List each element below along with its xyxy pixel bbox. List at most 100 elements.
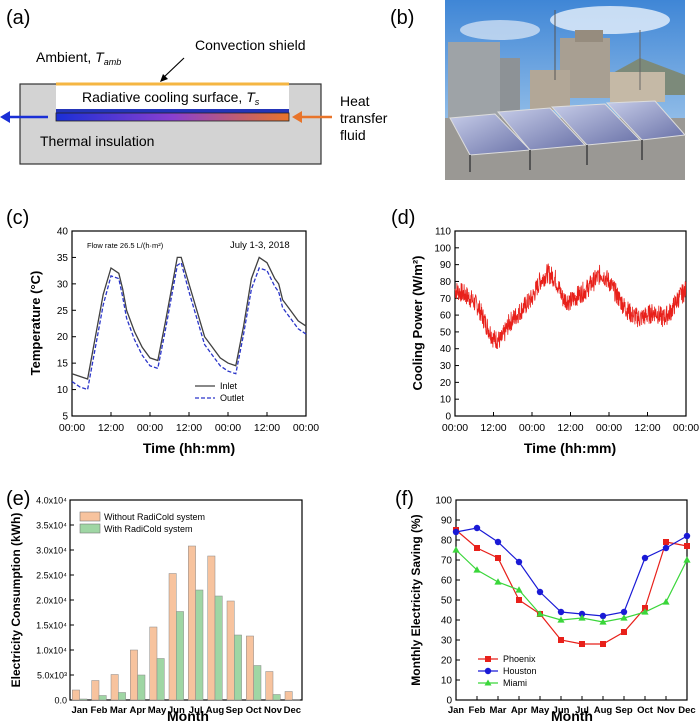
ambient-label: Ambient, Tamb — [36, 49, 121, 67]
legend-label-outlet: Outlet — [220, 393, 245, 403]
x-ticks-d: 00:00 12:00 00:00 12:00 00:00 12:00 00:00 — [442, 412, 699, 434]
y-tick-label: 2.0x10⁴ — [36, 596, 67, 606]
point-miami — [473, 566, 481, 573]
series-line-cooling-power — [454, 263, 687, 350]
x-tick-label: Jul — [575, 705, 589, 716]
y-tick-label: 0 — [445, 412, 451, 423]
x-tick-label: Apr — [129, 705, 146, 716]
bar-with-jul — [195, 589, 204, 701]
panel-label-d: (d) — [391, 207, 415, 229]
x-axis-label-d: Time (hh:mm) — [524, 440, 616, 456]
y-tick-label: 15 — [57, 359, 69, 370]
y-ticks-f: 0 10 20 30 40 50 60 70 80 90 100 — [435, 496, 460, 707]
bar-without-jul — [188, 545, 196, 701]
y-tick-label: 40 — [441, 616, 453, 627]
point-miami — [578, 614, 586, 621]
y-axis-label-f: Monthly Electricity Saving (%) — [409, 514, 423, 685]
bar-with-feb — [98, 695, 107, 701]
point-miami — [515, 586, 523, 593]
point-miami — [641, 608, 649, 615]
bar-with-dec — [292, 699, 300, 701]
bar-without-apr — [130, 649, 138, 701]
bar-with-apr — [137, 674, 146, 701]
panel-label-f: (f) — [395, 488, 414, 510]
x-tick-label: Oct — [637, 705, 654, 716]
x-tick-label: Dec — [678, 705, 695, 716]
y-tick-label: 0 — [446, 696, 452, 707]
x-tick-label: Sep — [615, 705, 633, 716]
plot-frame-d — [454, 230, 687, 417]
x-tick-label: 12:00 — [254, 422, 280, 434]
y-ticks-d: 0 10 20 30 40 50 60 70 80 90 100 110 — [434, 227, 459, 423]
heat-transfer-label-3: fluid — [340, 127, 366, 143]
y-tick-label: 3.0x10⁴ — [36, 546, 67, 556]
y-tick-label: 50 — [440, 327, 452, 338]
point-phoenix — [600, 641, 606, 647]
shield-pointer — [162, 57, 185, 79]
y-tick-label: 10 — [440, 395, 452, 406]
point-miami — [620, 614, 628, 621]
bars-e — [72, 545, 300, 701]
bar-with-mar — [118, 692, 126, 701]
point-miami — [452, 546, 460, 553]
y-axis-label-e: Electricity Consumption (kWh) — [9, 513, 23, 688]
y-tick-label: 70 — [440, 294, 452, 305]
point-miami — [536, 610, 544, 617]
x-tick-label: Jun — [553, 705, 570, 716]
x-tick-label: Aug — [594, 705, 613, 716]
point-phoenix — [579, 641, 585, 647]
plot-frame-c — [71, 230, 307, 417]
heat-transfer-label-2: transfer — [340, 110, 388, 126]
point-houston — [620, 608, 628, 616]
point-phoenix — [684, 543, 690, 549]
x-tick-label: 12:00 — [98, 422, 124, 434]
cooling-surface — [56, 109, 289, 113]
panel-c: (c) Flow rate 26.5 L/(h·m²) July 1-3, 20… — [6, 207, 319, 456]
panel-label-c: (c) — [6, 207, 29, 229]
panel-label-e: (e) — [6, 488, 30, 510]
bar-without-oct — [246, 635, 254, 701]
site-photo — [445, 0, 687, 180]
y-tick-label: 30 — [441, 636, 453, 647]
point-phoenix — [621, 629, 627, 635]
point-houston — [515, 558, 523, 566]
x-tick-label: Feb — [469, 705, 486, 716]
y-tick-label: 90 — [441, 516, 453, 527]
point-houston — [494, 538, 502, 546]
bar-without-may — [149, 626, 158, 701]
y-tick-label: 100 — [435, 496, 452, 507]
x-tick-label: Nov — [657, 705, 676, 716]
bar-without-mar — [110, 674, 119, 701]
point-houston — [641, 554, 649, 562]
x-tick-label: 00:00 — [596, 422, 622, 434]
point-houston — [557, 608, 565, 616]
point-houston — [452, 528, 460, 536]
fluid-channel — [55, 112, 290, 122]
legend-label-miami: Miami — [503, 678, 527, 688]
inlet-arrow-head — [292, 111, 302, 123]
x-ticks-c: 00:00 12:00 00:00 12:00 00:00 12:00 00:00 — [59, 412, 319, 434]
x-ticks-e: Jan Feb Mar Apr May Jun Jul Aug Sep Oct Nov Dec — [71, 705, 301, 716]
x-ticks-f: Jan Feb Mar Apr May Jun Jul Aug Sep Oct Nov Dec — [448, 696, 696, 716]
y-tick-label: 90 — [440, 260, 452, 271]
point-phoenix — [642, 605, 648, 611]
y-tick-label: 20 — [441, 656, 453, 667]
panel-d: (d) 0 10 20 30 40 50 60 70 80 90 100 110 00:00 12:00… — [391, 207, 699, 456]
legend-label-houston: Houston — [503, 666, 537, 676]
bar-without-jun — [168, 573, 177, 701]
y-tick-label: 5 — [62, 412, 68, 423]
date-annotation: July 1-3, 2018 — [230, 240, 290, 251]
y-tick-label: 3.5x10⁴ — [36, 521, 67, 531]
y-tick-label: 5.0x10³ — [37, 671, 67, 681]
x-tick-label: 00:00 — [442, 422, 468, 434]
point-miami — [494, 578, 502, 585]
x-tick-label: 12:00 — [176, 422, 202, 434]
y-tick-label: 10 — [57, 385, 69, 396]
y-tick-label: 30 — [57, 279, 69, 290]
y-tick-label: 20 — [57, 332, 69, 343]
y-tick-label: 20 — [440, 378, 452, 389]
legend-label-phoenix: Phoenix — [503, 654, 536, 664]
y-ticks-e: 0.0 5.0x10³ 1.0x10⁴ 1.5x10⁴ 2.0x10⁴ 2.5x10⁴ 3.… — [36, 496, 74, 706]
y-tick-label: 40 — [440, 344, 452, 355]
